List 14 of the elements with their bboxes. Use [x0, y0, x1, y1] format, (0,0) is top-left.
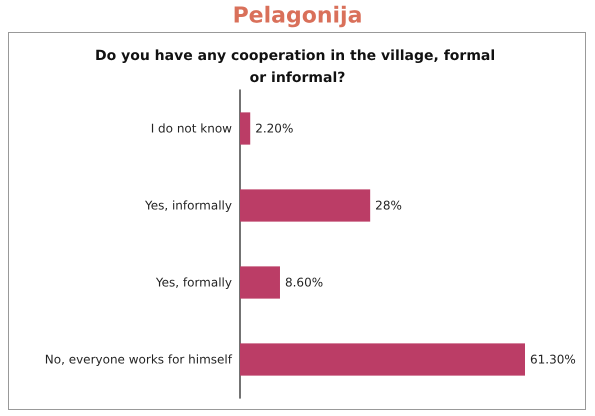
y-tick-label: I do not know [150, 122, 232, 136]
y-tick-label: Yes, formally [154, 276, 232, 290]
y-tick-label: Yes, informally [144, 198, 232, 212]
y-tick-label: No, everyone works for himself [44, 352, 233, 366]
bar [240, 189, 370, 222]
data-label: 8.60% [284, 276, 324, 290]
data-label: 28% [375, 198, 402, 212]
chart-title: Pelagonija [232, 4, 362, 28]
bar [240, 343, 525, 376]
data-label: 61.30% [530, 352, 576, 366]
data-label: 2.20% [255, 122, 294, 136]
bar [240, 266, 280, 299]
bar [240, 112, 250, 145]
chart-subtitle: Do you have any cooperation in the village, formal or informal? [94, 48, 500, 86]
